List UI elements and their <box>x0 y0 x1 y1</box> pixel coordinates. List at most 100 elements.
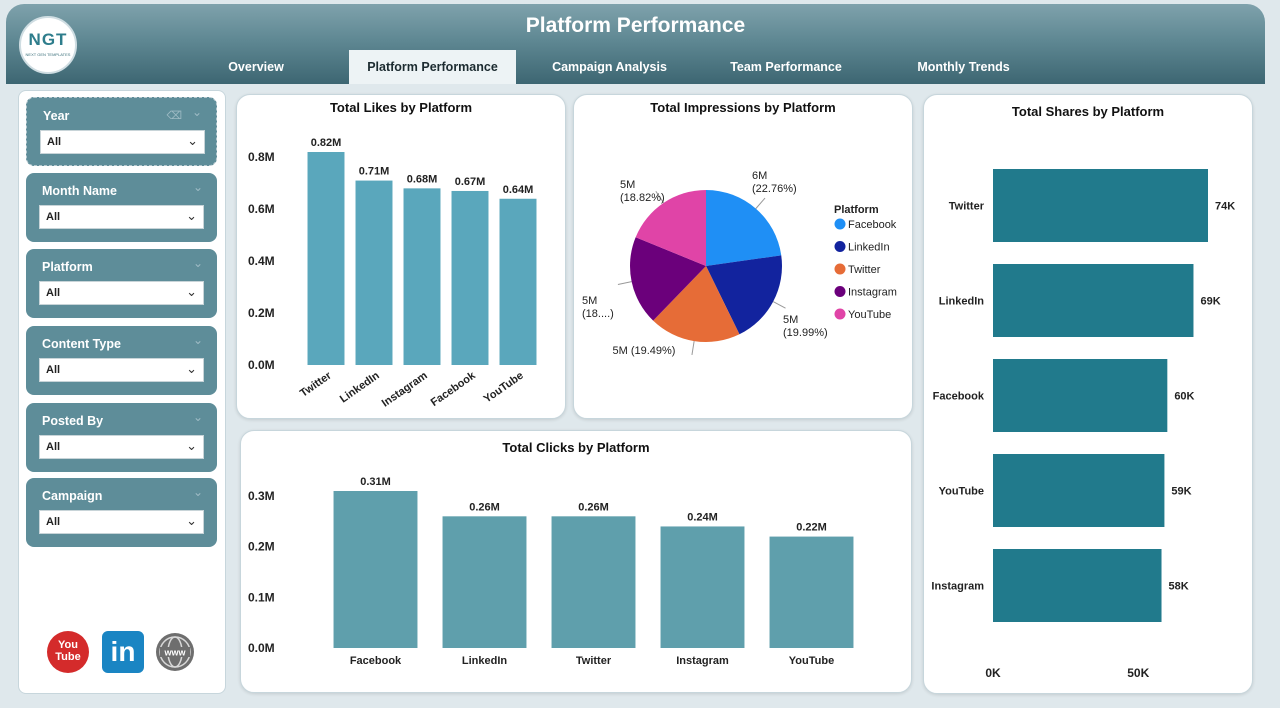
chevron-down-icon[interactable]: ⌄ <box>192 410 203 424</box>
likes-bar-chart: 0.0M 0.2M 0.4M 0.6M 0.8M 0.82M Twitter 0.71M Lin… <box>248 137 537 410</box>
bar <box>993 454 1165 527</box>
chevron-down-icon[interactable]: ⌄ <box>192 485 203 499</box>
impressions-pie-chart: 6M(22.76%)5M(19.99%)5M (19.49%)5M(18....… <box>582 170 897 357</box>
clicks-chart-card: Total Clicks by Platform 0.0M 0.1M 0.2M 0.3… <box>240 430 912 693</box>
chevron-down-icon: ⌄ <box>186 513 197 528</box>
data-label: 0.64M <box>503 184 534 196</box>
platform-dropdown[interactable]: All ⌄ <box>39 281 204 305</box>
bar <box>499 198 537 365</box>
y-tick-label: 0.0M <box>248 358 275 372</box>
tab-monthly-trends[interactable]: Monthly Trends <box>917 60 1010 74</box>
likes-chart-card: Total Likes by Platform 0.0M 0.2M 0.4M 0.6M… <box>236 94 566 419</box>
youtube-icon-text: Tube <box>55 651 81 663</box>
slicer-campaign: Campaign ⌄ All ⌄ <box>26 478 217 547</box>
legend-marker <box>834 241 846 252</box>
chart-title: Total Shares by Platform <box>1011 104 1165 119</box>
bar <box>442 516 527 648</box>
posted-by-dropdown[interactable]: All ⌄ <box>39 435 204 459</box>
x-tick-label: 50K <box>1127 666 1149 680</box>
slicer-label: Month Name <box>42 184 117 198</box>
dropdown-value: All <box>47 136 62 148</box>
legend-entry: Twitter <box>848 264 881 276</box>
data-label: 0.82M <box>311 137 342 149</box>
y-tick-label: 0.2M <box>248 540 275 554</box>
tab-overview[interactable]: Overview <box>228 60 284 74</box>
eraser-icon[interactable]: ⌫ <box>166 110 182 122</box>
data-label: 0.26M <box>578 501 609 513</box>
chevron-down-icon[interactable]: ⌄ <box>192 256 203 270</box>
pie-slice <box>630 237 706 321</box>
linkedin-icon[interactable]: in <box>102 631 144 673</box>
legend-entry: Instagram <box>848 287 897 299</box>
tab-team-performance[interactable]: Team Performance <box>730 60 842 74</box>
slicer-posted-by: Posted By ⌄ All ⌄ <box>26 403 217 472</box>
y-tick-label: 0.2M <box>248 306 275 320</box>
chevron-down-icon[interactable]: ⌄ <box>192 180 203 194</box>
filter-panel: Year ⌫ ⌄ All ⌄ Month Name ⌄ All ⌄ Platfo… <box>18 90 226 694</box>
dropdown-value: All <box>46 364 61 376</box>
header-bar: NGT NEXT GEN TEMPLATES Platform Performa… <box>6 4 1265 84</box>
year-dropdown[interactable]: All ⌄ <box>40 130 205 154</box>
slicer-label: Posted By <box>42 414 104 428</box>
globe-icon[interactable]: www <box>154 631 196 673</box>
x-tick-label: Instagram <box>380 370 430 410</box>
x-tick-label: 0K <box>985 666 1001 680</box>
legend-entry: LinkedIn <box>848 242 890 254</box>
chevron-down-icon: ⌄ <box>186 208 197 223</box>
data-label: (22.76%) <box>752 183 797 195</box>
legend-entry: Facebook <box>848 219 897 231</box>
x-tick-label: Facebook <box>429 369 479 409</box>
legend-marker <box>834 286 846 297</box>
slicer-label: Year <box>43 109 70 123</box>
y-tick-label: Instagram <box>931 581 984 593</box>
chevron-down-icon: ⌄ <box>186 284 197 299</box>
leader-line <box>655 190 665 204</box>
pie-slice <box>706 190 782 266</box>
youtube-icon[interactable]: You Tube <box>47 631 89 673</box>
shares-chart-card: Total Shares by Platform 74K Twitter 69K Li… <box>923 94 1253 694</box>
data-label: 5M (19.49%) <box>613 345 676 357</box>
bar <box>993 549 1162 622</box>
chevron-down-icon: ⌄ <box>186 361 197 376</box>
leader-line <box>617 281 632 285</box>
tab-platform-performance[interactable]: Platform Performance <box>349 50 516 84</box>
legend-marker <box>834 308 846 320</box>
x-tick-label: YouTube <box>789 655 834 667</box>
data-label: 69K <box>1200 296 1220 308</box>
leader-line <box>772 301 786 309</box>
tab-bar: Overview Platform Performance Campaign A… <box>6 50 1265 84</box>
data-label: 60K <box>1174 391 1194 403</box>
pie-slice <box>653 266 740 342</box>
y-tick-label: 0.8M <box>248 150 275 164</box>
y-tick-label: 0.0M <box>248 641 275 655</box>
month-name-dropdown[interactable]: All ⌄ <box>39 205 204 229</box>
content-type-dropdown[interactable]: All ⌄ <box>39 358 204 382</box>
data-label: 0.26M <box>469 501 500 513</box>
chevron-down-icon[interactable]: ⌄ <box>191 105 202 119</box>
data-label: 59K <box>1171 486 1191 498</box>
tab-campaign-analysis[interactable]: Campaign Analysis <box>552 60 667 74</box>
bar <box>660 526 745 648</box>
bar <box>333 491 418 648</box>
leader-line <box>755 197 766 209</box>
data-label: 74K <box>1215 201 1235 213</box>
slicer-platform: Platform ⌄ All ⌄ <box>26 249 217 318</box>
clicks-bar-chart: 0.0M 0.1M 0.2M 0.3M 0.31M Facebook 0.26M Linked… <box>248 476 854 667</box>
globe-icon-text: www <box>163 648 186 658</box>
slicer-content-type: Content Type ⌄ All ⌄ <box>26 326 217 395</box>
campaign-dropdown[interactable]: All ⌄ <box>39 510 204 534</box>
bar <box>993 359 1168 432</box>
data-label: (18.82%) <box>620 192 665 204</box>
y-tick-label: 0.4M <box>248 254 275 268</box>
data-label: 0.24M <box>687 511 718 523</box>
data-label: 0.68M <box>407 173 438 185</box>
legend-marker <box>834 263 846 275</box>
chart-title: Total Clicks by Platform <box>502 440 650 455</box>
logo-mark: NGT <box>28 30 68 49</box>
slicer-label: Campaign <box>42 489 103 503</box>
chevron-down-icon[interactable]: ⌄ <box>192 333 203 347</box>
linkedin-icon-text: in <box>110 636 136 667</box>
bar <box>993 264 1194 337</box>
y-tick-label: 0.6M <box>248 202 275 216</box>
data-label: 58K <box>1169 581 1189 593</box>
